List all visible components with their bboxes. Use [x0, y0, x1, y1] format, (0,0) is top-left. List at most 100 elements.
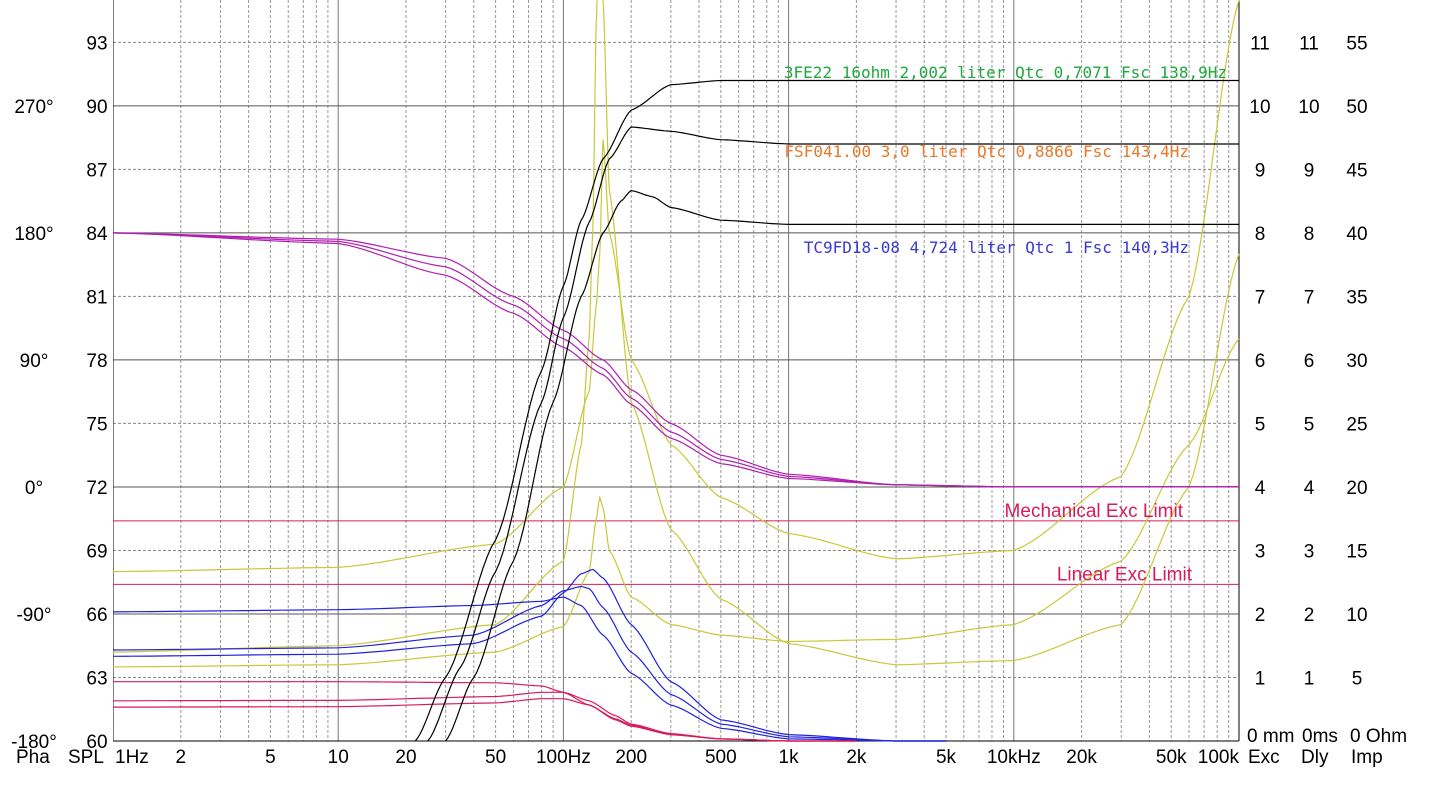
driver-annotation: FSF041.00 3,0 liter Qtc 0,8866 Fsc 143,4…: [784, 142, 1189, 161]
dly-tick-label: 2: [1304, 605, 1315, 626]
imp-tick-label: 40: [1346, 224, 1367, 245]
driver-annotation: 3FE22 16ohm 2,002 liter Qtc 0,7071 Fsc 1…: [784, 63, 1227, 82]
imp-tick-label: 15: [1346, 541, 1367, 562]
x-tick-label: 10kHz: [987, 747, 1041, 768]
grid: [112, 0, 1240, 742]
x-tick-label: 1Hz: [115, 747, 149, 768]
series-line-excursion: [113, 691, 857, 742]
exc-tick-label: 4: [1255, 478, 1266, 499]
series-line-spl: [427, 126, 1239, 742]
dly-tick-label: 6: [1304, 351, 1315, 372]
x-tick-label: 5: [265, 747, 276, 768]
series-line-phase: [112, 232, 1239, 488]
exc-tick-label: 10: [1249, 97, 1270, 118]
x-tick-label: 50k: [1156, 747, 1187, 768]
bottom-mask: [0, 742, 1436, 785]
imp-axis-title: Imp: [1351, 747, 1383, 768]
x-tick-label: 20: [395, 747, 416, 768]
x-tick-label: 100Hz: [536, 747, 591, 768]
x-tick-label: 2: [176, 747, 187, 768]
spl-tick-label: 90: [86, 97, 107, 118]
series-line-delay: [112, 596, 946, 742]
imp-tick-label: 50: [1346, 97, 1367, 118]
x-tick-label: 100k: [1198, 747, 1240, 768]
mechanical-exc-limit-label: Mechanical Exc Limit: [1005, 501, 1184, 522]
dly-tick-label: 4: [1304, 478, 1315, 499]
exc-tick-label: 7: [1255, 287, 1266, 308]
series-line-impedance: [112, 338, 1240, 668]
dly-tick-label: 1: [1304, 668, 1315, 689]
imp-tick-label: 25: [1346, 414, 1367, 435]
series-line-spl: [445, 189, 1239, 742]
spl-tick-label: 78: [86, 351, 107, 372]
x-tick-label: 1k: [779, 747, 800, 768]
imp-tick-label: 10: [1346, 605, 1367, 626]
imp-tick-label: 45: [1346, 160, 1367, 181]
exc-tick-label: 9: [1255, 160, 1266, 181]
axes: 606366697275788184879093-180°-90°0°90°18…: [11, 33, 1407, 768]
series-line-delay: [112, 568, 946, 742]
dly-tick-label: 0ms: [1302, 726, 1338, 747]
x-tick-label: 5k: [936, 747, 957, 768]
exc-tick-label: 6: [1255, 351, 1266, 372]
dly-tick-label: 7: [1304, 287, 1315, 308]
x-tick-label: 200: [615, 747, 647, 768]
imp-tick-label: 30: [1346, 351, 1367, 372]
x-tick-label: 50: [485, 747, 506, 768]
driver-annotation: TC9FD18-08 4,724 liter Qtc 1 Fsc 140,3Hz: [804, 238, 1189, 257]
spl-tick-label: 75: [86, 414, 107, 435]
x-tick-label: 2k: [846, 747, 867, 768]
exc-tick-label: 5: [1255, 414, 1266, 435]
spl-tick-label: 72: [86, 478, 107, 499]
series-line-excursion: [113, 698, 857, 742]
annotations: Mechanical Exc Limit Linear Exc Limit 3FE2…: [784, 63, 1227, 585]
phase-tick-label: 270°: [14, 97, 53, 118]
spl-tick-label: 63: [86, 668, 107, 689]
exc-tick-label: 11: [1250, 33, 1270, 54]
series-line-impedance: [112, 0, 1240, 573]
spl-tick-label: 69: [86, 541, 107, 562]
series-line-delay: [112, 585, 946, 742]
exc-axis-title: Exc: [1248, 747, 1280, 768]
exc-tick-label: 8: [1255, 224, 1266, 245]
imp-tick-label: 55: [1346, 33, 1367, 54]
x-tick-label: 500: [705, 747, 737, 768]
right-mask: [1240, 0, 1436, 742]
left-mask: [0, 0, 113, 741]
spl-tick-label: 93: [86, 33, 107, 54]
dly-tick-label: 3: [1304, 541, 1315, 562]
phase-tick-label: 180°: [14, 224, 53, 245]
phase-axis-title: Pha: [16, 747, 50, 768]
exc-tick-label: 0 mm: [1247, 726, 1295, 747]
exc-tick-label: 3: [1255, 541, 1266, 562]
excursion-limit-lines: [113, 520, 1239, 585]
phase-tick-label: 0°: [25, 478, 43, 499]
spl-tick-label: 81: [86, 287, 107, 308]
spl-tick-label: 87: [86, 160, 107, 181]
x-tick-label: 10: [328, 747, 349, 768]
dly-tick-label: 11: [1299, 33, 1319, 54]
phase-tick-label: 90°: [20, 351, 49, 372]
phase-tick-label: -180°: [11, 732, 57, 753]
imp-tick-label: 20: [1346, 478, 1367, 499]
dly-axis-title: Dly: [1301, 747, 1329, 768]
spl-tick-label: 60: [86, 732, 107, 753]
series-line-impedance: [112, 0, 1240, 666]
linear-exc-limit-label: Linear Exc Limit: [1057, 564, 1193, 585]
series-line-spl: [414, 79, 1239, 742]
spl-axis-title: SPL: [68, 747, 104, 768]
exc-tick-label: 2: [1255, 605, 1266, 626]
phase-tick-label: -90°: [16, 605, 51, 626]
imp-tick-label: 35: [1346, 287, 1367, 308]
imp-tick-label: 5: [1352, 668, 1363, 689]
spl-tick-label: 84: [86, 224, 108, 245]
dly-tick-label: 8: [1304, 224, 1315, 245]
x-tick-label: 20k: [1066, 747, 1097, 768]
exc-tick-label: 1: [1255, 668, 1266, 689]
imp-tick-label: 0 Ohm: [1350, 726, 1407, 747]
spl-tick-label: 66: [86, 605, 107, 626]
dly-tick-label: 9: [1304, 160, 1315, 181]
dly-tick-label: 10: [1298, 97, 1319, 118]
